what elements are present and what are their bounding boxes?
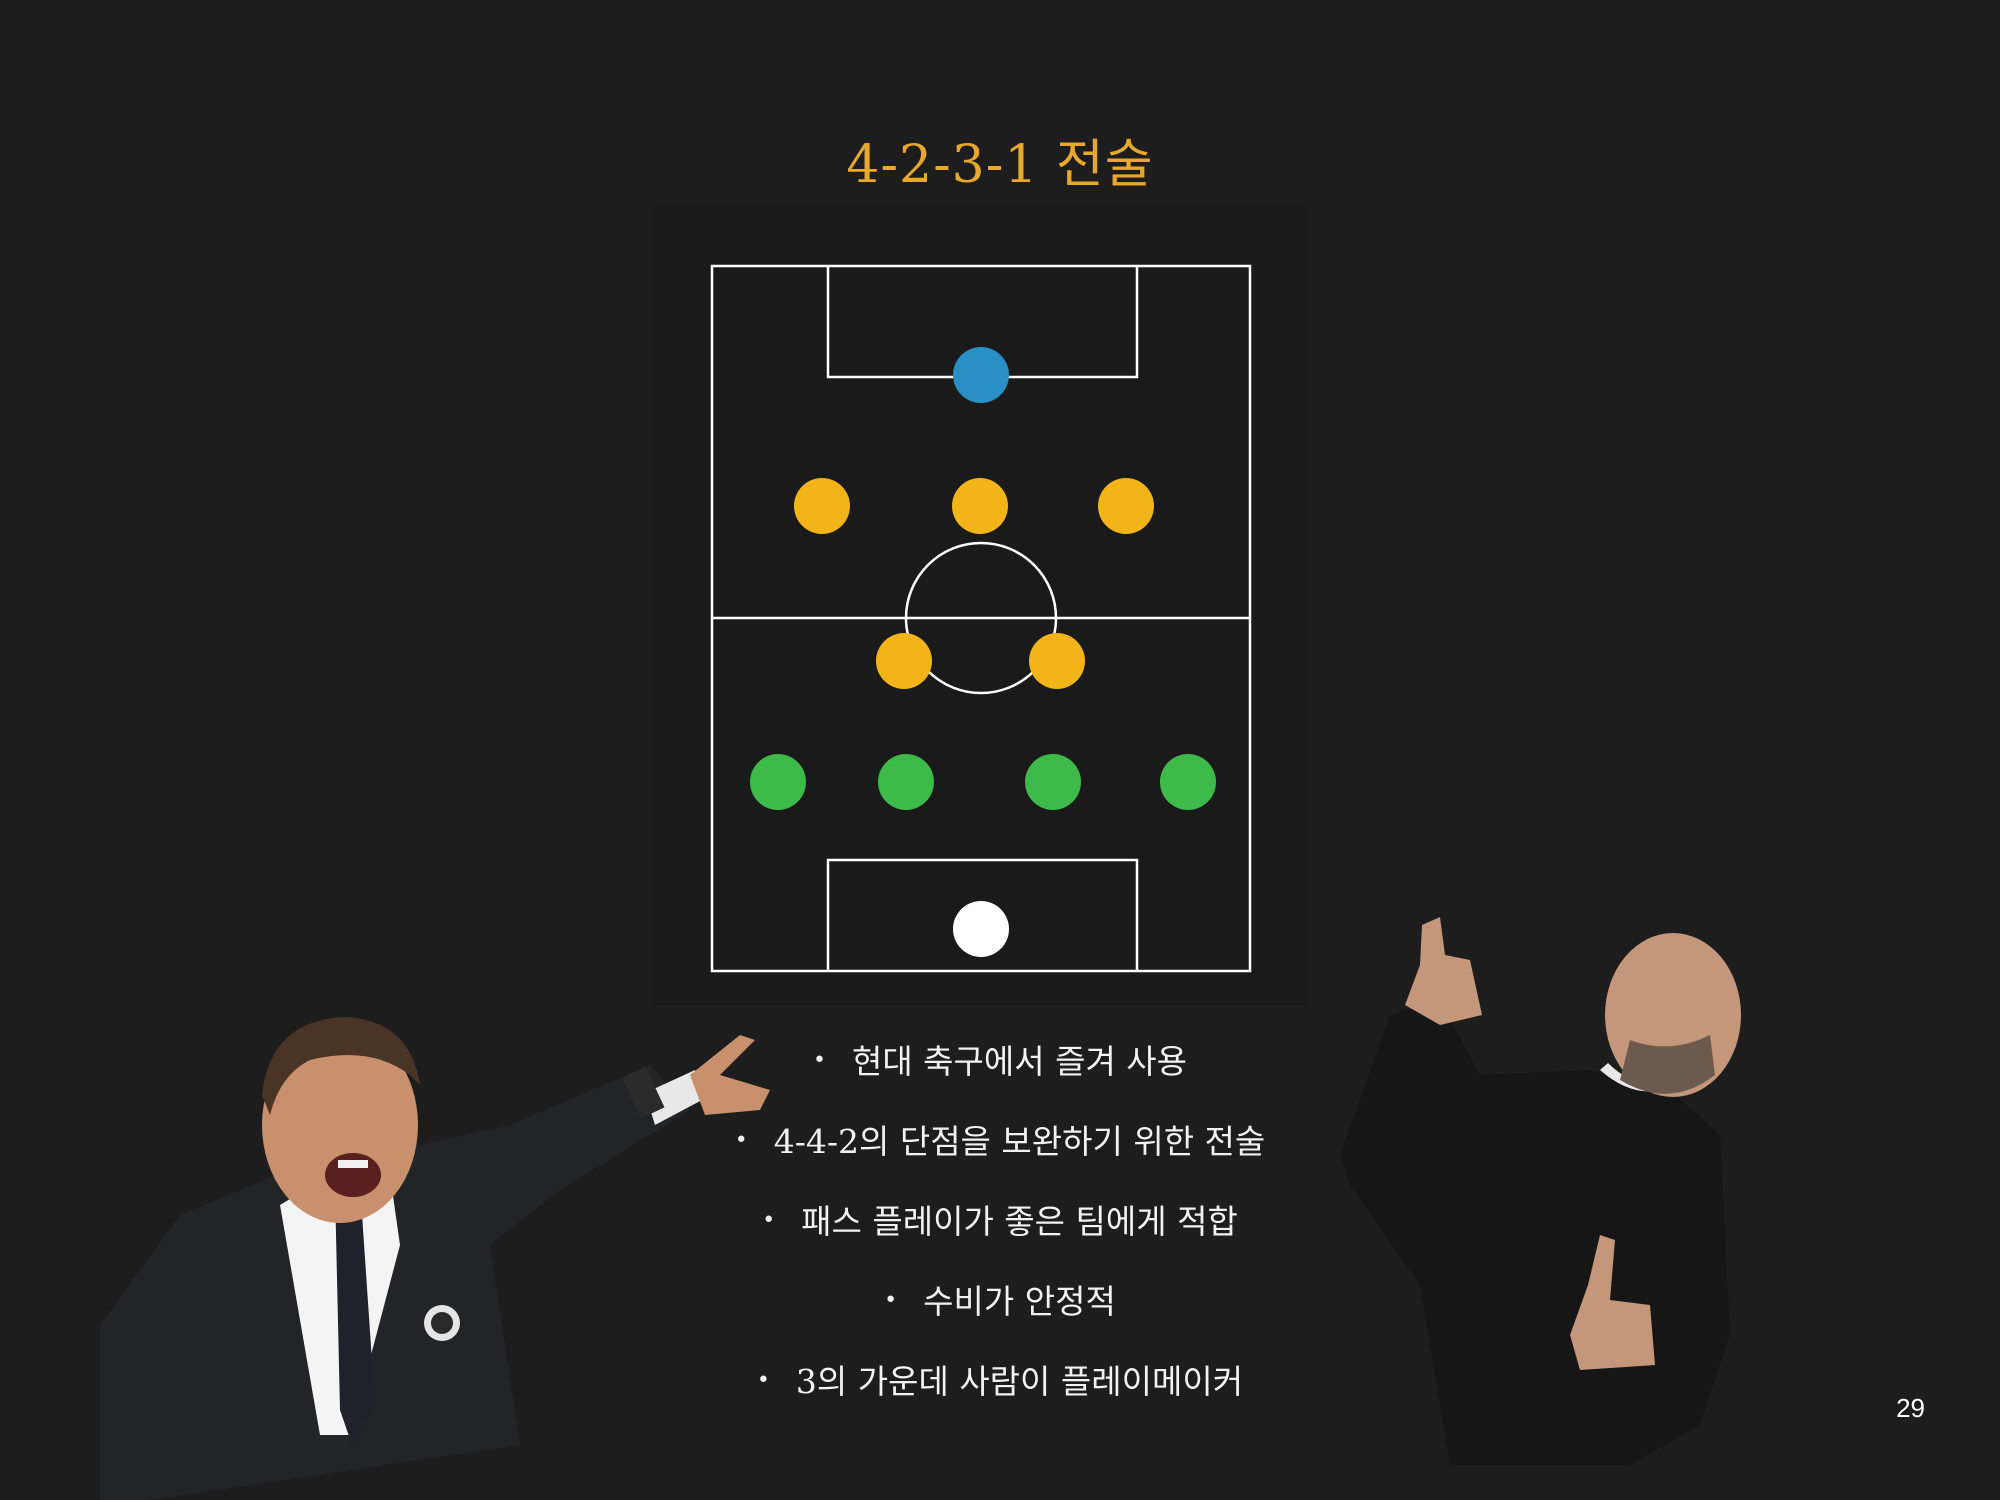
holding-mid-right-player bbox=[1029, 633, 1085, 689]
page-number: 29 bbox=[1896, 1393, 1925, 1423]
attacking-mid-right-player bbox=[1098, 478, 1154, 534]
formation-diagram bbox=[655, 205, 1305, 1005]
coach-pointing-image bbox=[100, 1017, 770, 1500]
bottom-penalty-box bbox=[826, 858, 1139, 971]
bullet-item: • 4-4-2의 단점을 보완하기 위한 전술 bbox=[734, 1122, 1266, 1161]
defender-right-player bbox=[1160, 754, 1216, 810]
ball bbox=[953, 901, 1009, 957]
holding-mid-left-player bbox=[876, 633, 932, 689]
bullet-item: • 현대 축구에서 즐겨 사용 bbox=[812, 1042, 1188, 1081]
bullet-item: • 패스 플레이가 좋은 팀에게 적합 bbox=[762, 1202, 1238, 1241]
defender-center-right-player bbox=[1025, 754, 1081, 810]
bullet-item: • 3의 가운데 사람이 플레이메이커 bbox=[756, 1362, 1244, 1401]
defender-left-player bbox=[750, 754, 806, 810]
coach-thumbs-up-image bbox=[1340, 917, 1741, 1465]
defender-center-left-player bbox=[878, 754, 934, 810]
slide-title: 4-2-3-1 전술 bbox=[846, 135, 1154, 195]
pitch bbox=[710, 264, 1252, 973]
bullet-item: • 수비가 안정적 bbox=[884, 1282, 1116, 1321]
goalkeeper-player bbox=[953, 347, 1009, 403]
center-circle bbox=[904, 541, 1058, 695]
attacking-mid-left-player bbox=[794, 478, 850, 534]
attacking-mid-center-player bbox=[952, 478, 1008, 534]
